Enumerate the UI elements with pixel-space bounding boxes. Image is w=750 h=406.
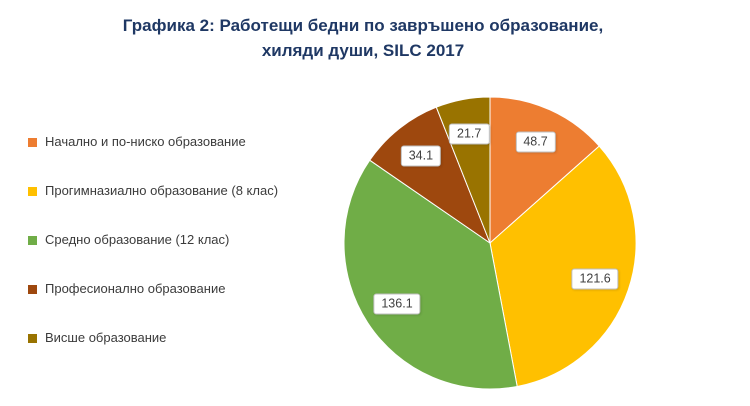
legend-swatch-icon: [28, 137, 37, 147]
legend-item-1: Прогимназиално образование (8 клас): [28, 183, 278, 199]
pie-slice-3: [369, 106, 492, 245]
legend-swatch-icon: [28, 186, 37, 196]
legend-swatch-icon: [28, 333, 37, 343]
chart-title-line2: хиляди души, SILC 2017: [261, 41, 465, 60]
legend: Начално и по-ниско образование Прогимнази…: [28, 134, 278, 346]
chart-title: Графика 2: Работещи бедни по завръшено о…: [0, 13, 726, 63]
legend-swatch-icon: [28, 284, 37, 294]
legend-item-2: Средно образование (12 клас): [28, 232, 278, 248]
pie-value-label-4: 21.7: [449, 123, 490, 145]
legend-label: Средно образование (12 клас): [45, 232, 230, 247]
pie-chart: 48.7 121.6 136.1 34.1 21.7: [340, 93, 640, 393]
legend-item-3: Професионално образование: [28, 281, 278, 297]
legend-swatch-icon: [28, 235, 37, 245]
pie-slice-2: [343, 159, 518, 390]
legend-item-4: Висше образование: [28, 330, 278, 346]
chart-title-line1: Графика 2: Работещи бедни по завръшено о…: [122, 16, 604, 35]
pie-value-label-3: 34.1: [400, 145, 442, 167]
pie-slice-1: [489, 145, 637, 388]
legend-label: Висше образование: [45, 330, 167, 345]
pie-value-label-2: 136.1: [373, 293, 421, 315]
legend-label: Прогимназиално образование (8 клас): [45, 183, 279, 198]
pie-svg: [343, 96, 637, 390]
pie-value-label-0: 48.7: [515, 131, 556, 153]
pie-value-label-1: 121.6: [571, 268, 619, 290]
legend-label: Начално и по-ниско образование: [45, 134, 246, 149]
legend-label: Професионално образование: [45, 281, 226, 296]
legend-item-0: Начално и по-ниско образование: [28, 134, 278, 150]
